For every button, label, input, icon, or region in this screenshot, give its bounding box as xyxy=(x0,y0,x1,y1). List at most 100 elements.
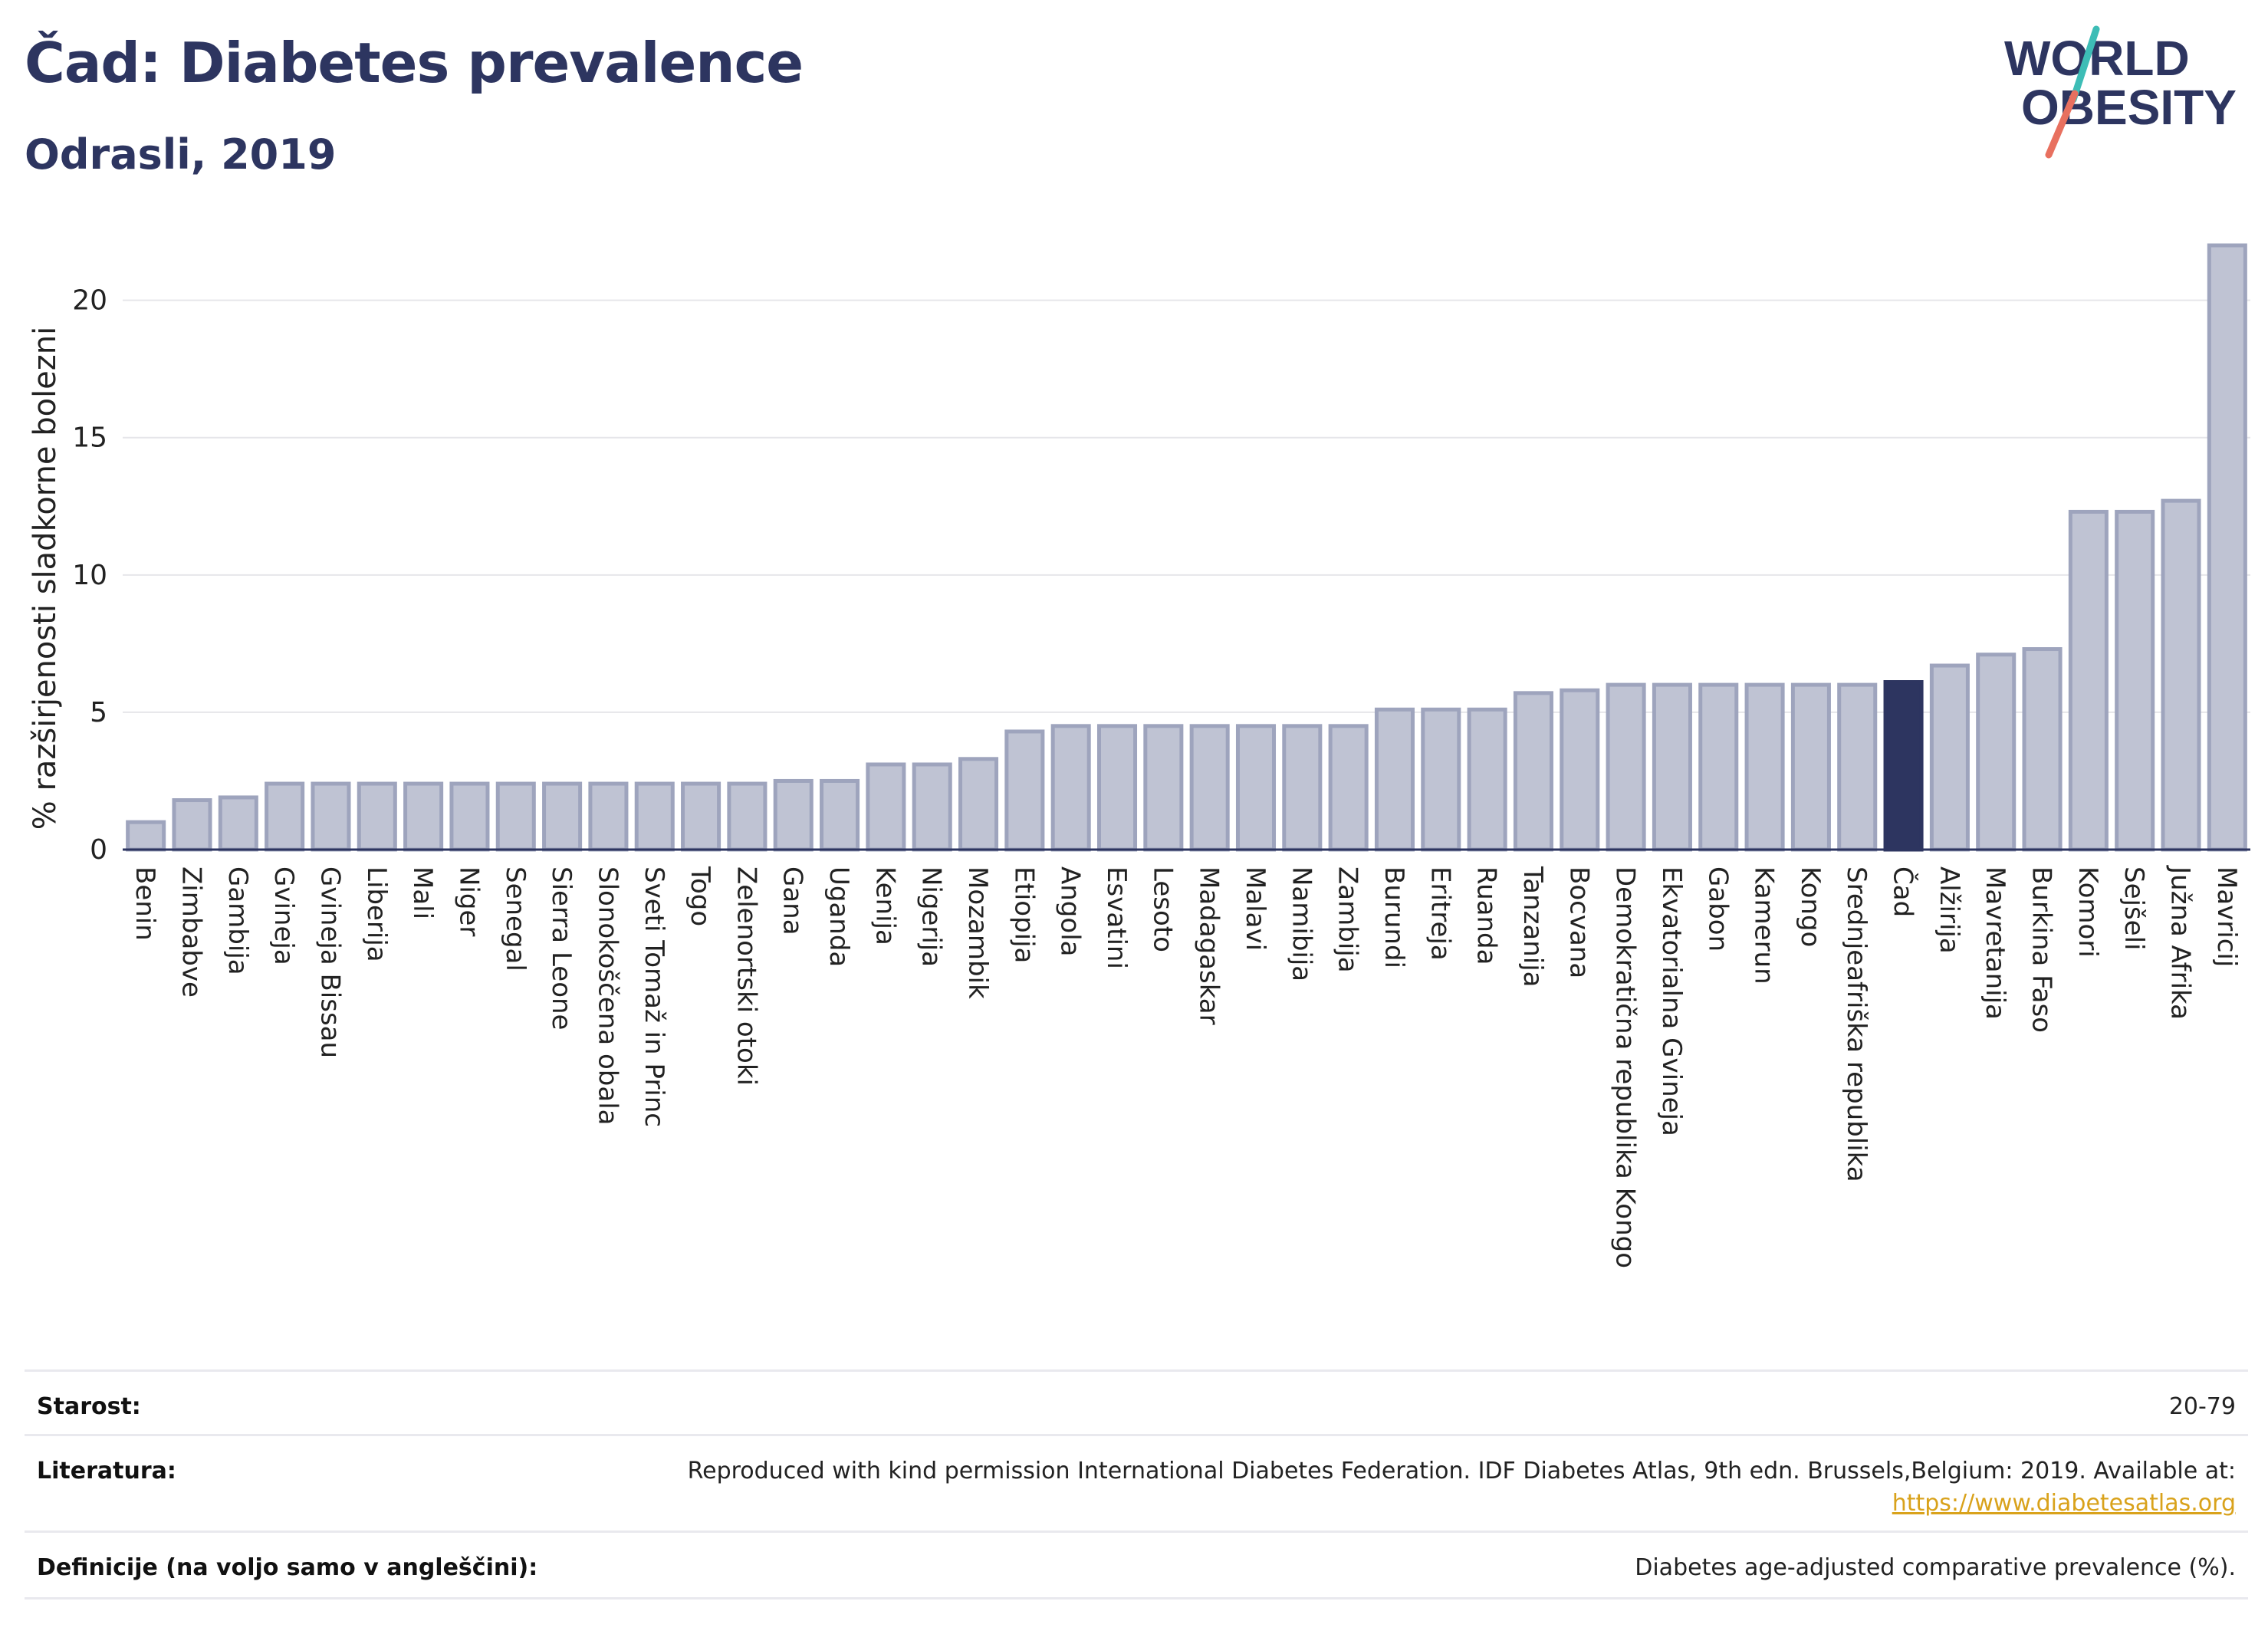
bar xyxy=(1004,729,1045,852)
x-tick-label: Kamerun xyxy=(1749,866,1780,985)
bar xyxy=(727,781,768,852)
bar xyxy=(2161,498,2201,852)
bar xyxy=(1976,653,2017,852)
x-tick-label: Malavi xyxy=(1240,866,1270,951)
logo-obesity-text: OBESITY xyxy=(2021,80,2237,135)
bar xyxy=(1513,691,1553,852)
y-tick-label: 0 xyxy=(90,834,107,866)
footer-row-definitions: Definicije (na voljo samo v angleščini):… xyxy=(25,1530,2248,1599)
bar xyxy=(357,781,397,852)
x-tick-label: Demokratična republika Kongo xyxy=(1610,866,1641,1268)
x-tick-label: Etiopija xyxy=(1008,866,1039,963)
x-tick-label: Gana xyxy=(777,866,808,935)
bar xyxy=(126,820,166,852)
x-tick-label: Angola xyxy=(1055,866,1086,956)
x-tick-label: Burkina Faso xyxy=(2026,866,2057,1033)
bar xyxy=(403,781,444,852)
bar-chart: 0 5 10 15 20 % razširjenosti sladkorne bolezn… xyxy=(28,243,2250,1268)
literature-link[interactable]: https://www.diabetesatlas.org xyxy=(1892,1490,2236,1517)
x-tick-label: Slonokoščena obala xyxy=(592,866,623,1125)
bar xyxy=(1282,724,1323,852)
bar xyxy=(1883,680,1924,852)
x-tick-label: Sejšeli xyxy=(2118,866,2149,950)
bar xyxy=(2207,243,2247,852)
x-tick-label: Namibija xyxy=(1286,866,1316,981)
world-obesity-logo: WORLD OBESITY xyxy=(2004,25,2237,159)
bar xyxy=(866,762,906,852)
definitions-label: Definicije (na voljo samo v angleščini): xyxy=(37,1554,538,1581)
bar xyxy=(1096,724,1138,852)
x-tick-label: Srednjeafriška republika xyxy=(1841,866,1872,1182)
x-tick-label: Zimbabve xyxy=(176,866,206,998)
y-tick-label: 10 xyxy=(72,560,107,591)
x-tick-label: Madagaskar xyxy=(1194,866,1224,1025)
bar xyxy=(1929,663,1970,852)
bar xyxy=(912,762,952,852)
bar xyxy=(2115,509,2155,852)
bar xyxy=(820,778,860,852)
x-tick-label: Kenija xyxy=(869,866,900,945)
bar xyxy=(1235,724,1277,852)
x-tick-label: Uganda xyxy=(823,866,854,967)
x-tick-label: Bocvana xyxy=(1563,866,1594,978)
y-tick-label: 20 xyxy=(72,285,107,317)
x-tick-label: Alžirija xyxy=(1934,866,1964,954)
bar xyxy=(265,781,305,852)
x-tick-label: Kongo xyxy=(1795,866,1826,947)
bar xyxy=(2068,509,2109,852)
x-tick-label: Gvineja xyxy=(268,866,299,965)
bar xyxy=(1790,682,1831,852)
age-label: Starost: xyxy=(37,1393,141,1420)
age-value: 20-79 xyxy=(2168,1393,2236,1420)
x-tick-label: Benin xyxy=(130,866,160,941)
x-tick-label: Komori xyxy=(2072,866,2103,958)
bar xyxy=(1143,724,1184,852)
bar xyxy=(1744,682,1785,852)
footer-row-literature: Literatura: Reproduced with kind permiss… xyxy=(25,1434,2248,1531)
x-tick-label: Mavricij xyxy=(2211,866,2242,967)
bar xyxy=(311,781,351,852)
x-tick-label: Mavretanija xyxy=(1980,866,2010,1020)
bar xyxy=(172,798,212,852)
bar xyxy=(218,795,258,852)
x-tick-label: Liberija xyxy=(361,866,392,962)
x-tick-label: Togo xyxy=(685,866,715,926)
literature-label: Literatura: xyxy=(37,1458,176,1484)
bar xyxy=(1374,707,1415,852)
x-tick-label: Lesoto xyxy=(1147,866,1178,952)
x-tick-label: Gambija xyxy=(222,866,253,975)
x-tick-label: Nigerija xyxy=(916,866,947,967)
bar xyxy=(634,781,675,852)
footer-row-age: Starost: 20-79 xyxy=(25,1369,2248,1435)
bar xyxy=(1652,682,1692,852)
x-tick-label: Esvatini xyxy=(1101,866,1132,969)
bar xyxy=(681,781,721,852)
bar xyxy=(773,778,814,852)
bar xyxy=(1421,707,1461,852)
bar xyxy=(495,781,536,852)
logo-slash-teal xyxy=(2069,25,2100,104)
x-tick-label: Mali xyxy=(407,866,438,919)
definitions-value: Diabetes age-adjusted comparative preval… xyxy=(1635,1554,2236,1581)
chart-title: Čad: Diabetes prevalence xyxy=(25,31,804,95)
x-tick-label: Zambija xyxy=(1333,866,1363,973)
x-tick-label: Sveti Tomaž in Princ xyxy=(639,866,669,1127)
bar xyxy=(1189,724,1230,852)
x-tick-label: Eritreja xyxy=(1425,866,1455,961)
bar xyxy=(449,781,490,852)
bar xyxy=(1837,682,1878,852)
literature-text: Reproduced with kind permission Internat… xyxy=(687,1458,2236,1484)
x-tick-label: Gvineja Bissau xyxy=(314,866,345,1058)
x-tick-label: Čad xyxy=(1888,866,1919,917)
x-tick-label: Južna Afrika xyxy=(2165,865,2196,1020)
y-axis-label: % razširjenosti sladkorne bolezni xyxy=(28,327,63,830)
y-tick-label: 5 xyxy=(90,697,107,728)
x-tick-label: Sierra Leone xyxy=(546,866,577,1030)
bar xyxy=(1560,688,1600,852)
logo-slash-coral xyxy=(2045,90,2079,159)
bar xyxy=(1698,682,1739,852)
bar xyxy=(542,781,583,852)
x-tick-label: Ekvatorialna Gvineja xyxy=(1656,866,1687,1136)
x-tick-label: Mozambik xyxy=(962,866,993,999)
chart-subtitle: Odrasli, 2019 xyxy=(25,130,337,179)
